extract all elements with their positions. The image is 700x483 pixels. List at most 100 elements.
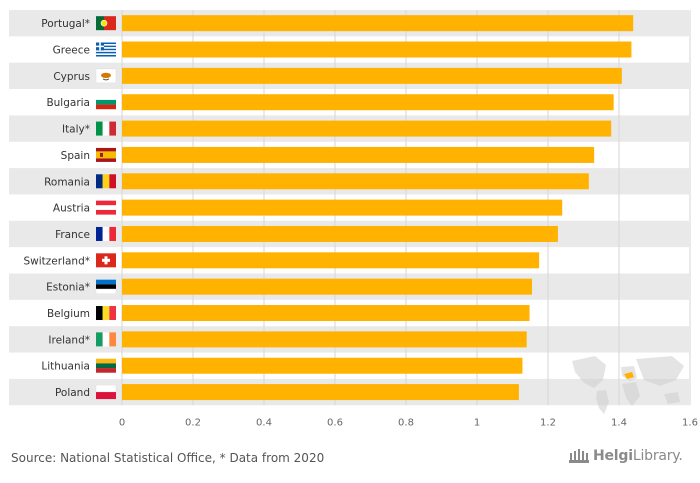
flag-part (96, 45, 116, 48)
flag-part (96, 42, 116, 45)
flag-part (96, 226, 103, 241)
bar (122, 41, 632, 58)
cyprus-flag-icon (95, 68, 117, 84)
flag-part (100, 19, 108, 27)
flag-part (96, 44, 116, 46)
flag-part (109, 174, 116, 189)
bar (122, 15, 634, 32)
map-highlight (624, 372, 634, 379)
austria-flag-icon (96, 200, 116, 215)
flag-part (101, 72, 111, 78)
flag-part (96, 200, 116, 206)
flag-part (96, 48, 116, 51)
bar (122, 252, 540, 269)
flag-part (102, 121, 110, 136)
map-africa (622, 382, 640, 406)
flag-part (96, 279, 116, 285)
france-flag-icon (96, 226, 116, 241)
flag-part (102, 78, 110, 81)
map-north-america (572, 356, 606, 388)
flag-part (96, 284, 116, 290)
x-tick-label: 1.4 (611, 417, 627, 428)
flag-part (96, 151, 116, 159)
category-label: Belgium (47, 308, 90, 320)
bar (122, 94, 614, 111)
flag-part (96, 332, 103, 347)
bar (122, 331, 527, 348)
flag-part (96, 392, 116, 400)
flag-part (102, 332, 110, 347)
bar (122, 225, 558, 242)
category-label: Estonia* (46, 282, 90, 294)
category-label: Cyprus (53, 71, 90, 83)
flag-part (96, 51, 116, 54)
belgium-flag-icon (96, 306, 116, 321)
map-australia (664, 392, 680, 404)
romania-flag-icon (96, 174, 116, 189)
category-label: Ireland* (48, 334, 90, 346)
category-label: Portugal* (41, 18, 90, 30)
bar (122, 67, 622, 84)
logo-text: HelgiLibrary. (593, 448, 683, 464)
flag-part (96, 95, 116, 100)
flag-part (109, 306, 116, 321)
category-label: Poland (55, 387, 90, 399)
bar-chart: Portugal* Greece Cyprus Bulgaria Italy* Spain… (9, 10, 698, 428)
bar (122, 173, 589, 190)
flag-part (96, 358, 116, 364)
x-tick-label: 0.2 (185, 417, 201, 428)
switzerland-flag-icon (96, 253, 116, 268)
flag-part (96, 104, 116, 110)
category-label: Romania (44, 176, 90, 188)
x-tick-label: 1.6 (682, 417, 698, 428)
flag-part (96, 47, 116, 49)
category-label: Bulgaria (46, 97, 90, 109)
x-tick-label: 0.8 (398, 417, 414, 428)
x-tick-label: 0.4 (256, 417, 272, 428)
lithuania-flag-icon (96, 358, 116, 373)
flag-part (96, 45, 104, 48)
flag-part (104, 16, 116, 31)
flag-part (96, 99, 116, 105)
greece-flag-icon (96, 42, 116, 57)
bar (122, 146, 595, 163)
italy-flag-icon (96, 121, 116, 136)
ireland-flag-icon (96, 332, 116, 347)
flag-part (96, 205, 116, 210)
flag-part (96, 16, 104, 31)
poland-flag-icon (95, 384, 117, 400)
category-label: France (55, 229, 90, 241)
spain-flag-icon (96, 147, 116, 162)
flag-part (96, 209, 116, 215)
flag-part (96, 53, 116, 55)
logo-text-bold: Helgi (593, 448, 633, 464)
bar (122, 120, 612, 137)
flag-part (102, 174, 110, 189)
x-tick-label: 0 (119, 417, 125, 428)
map-asia (636, 356, 684, 386)
map-south-america (596, 390, 609, 414)
bar (122, 199, 563, 216)
flag-part (96, 50, 116, 52)
flag-part (102, 258, 110, 262)
flag-part (96, 363, 116, 369)
bar (122, 278, 533, 295)
helgilibrary-logo: HelgiLibrary. (568, 448, 683, 464)
source-note: Source: National Statistical Office, * D… (11, 451, 325, 465)
bar (122, 305, 530, 322)
bulgaria-flag-icon (96, 95, 116, 110)
category-label: Lithuania (41, 361, 90, 373)
flag-part (96, 306, 103, 321)
world-map-icon (572, 356, 684, 414)
logo-text-rest: Library. (632, 448, 683, 464)
flag-part (95, 288, 117, 294)
flag-part (96, 121, 103, 136)
category-label: Spain (61, 150, 90, 162)
bar (122, 357, 523, 374)
flag-part (96, 368, 116, 373)
flag-part (95, 384, 117, 393)
flag-part (102, 226, 110, 241)
estonia-flag-icon (95, 279, 117, 294)
flag-part (96, 158, 116, 162)
library-building-icon (569, 449, 589, 463)
